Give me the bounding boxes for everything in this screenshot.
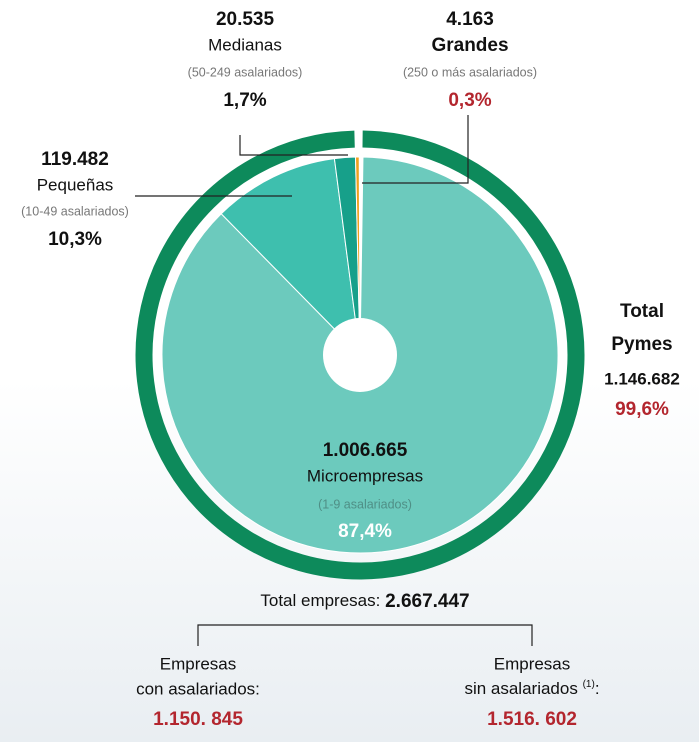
group-count: 1.516. 602 bbox=[487, 709, 577, 730]
pie-hole bbox=[323, 318, 397, 392]
category-label: Grandes bbox=[431, 35, 508, 56]
total-empresas-count: 2.667.447 bbox=[385, 591, 470, 612]
group-label: Empresas bbox=[494, 654, 571, 673]
category-label: Microempresas bbox=[307, 466, 423, 485]
count-label: 1.006.665 bbox=[323, 440, 408, 461]
value-label: 1,7% bbox=[223, 90, 266, 111]
value-label: 0,3% bbox=[448, 90, 491, 111]
total-empresas-label: Total empresas: bbox=[260, 591, 380, 610]
infographic: 20.535 Medianas (50-249 asalariados) 1,7… bbox=[0, 0, 699, 742]
subtitle: (250 o más asalariados) bbox=[403, 65, 537, 79]
count-label: 119.482 bbox=[41, 149, 109, 170]
group-label-text: sin asalariados bbox=[464, 679, 577, 698]
group-label: Empresas bbox=[160, 654, 237, 673]
total-label: Total bbox=[620, 301, 664, 322]
group-count: 1.150. 845 bbox=[153, 709, 243, 730]
subtitle: (50-249 asalariados) bbox=[188, 65, 303, 79]
total-label: Pymes bbox=[611, 334, 672, 355]
subtitle: (10-49 asalariados) bbox=[21, 204, 129, 218]
total-count: 1.146.682 bbox=[604, 369, 680, 388]
value-label: 87,4% bbox=[338, 521, 392, 542]
value-label: 10,3% bbox=[48, 229, 102, 250]
total-percent: 99,6% bbox=[615, 399, 669, 420]
category-label: Medianas bbox=[208, 35, 282, 54]
count-label: 4.163 bbox=[446, 9, 494, 30]
group-label: sin asalariados (1): bbox=[464, 679, 599, 699]
footnote-mark: (1) bbox=[583, 679, 595, 690]
colon: : bbox=[595, 679, 600, 698]
category-label: Pequeñas bbox=[37, 175, 114, 194]
group-label: con asalariados: bbox=[136, 679, 260, 698]
count-label: 20.535 bbox=[216, 9, 275, 30]
subtitle: (1-9 asalariados) bbox=[318, 497, 412, 511]
total-empresas: Total empresas: 2.667.447 bbox=[260, 591, 469, 612]
